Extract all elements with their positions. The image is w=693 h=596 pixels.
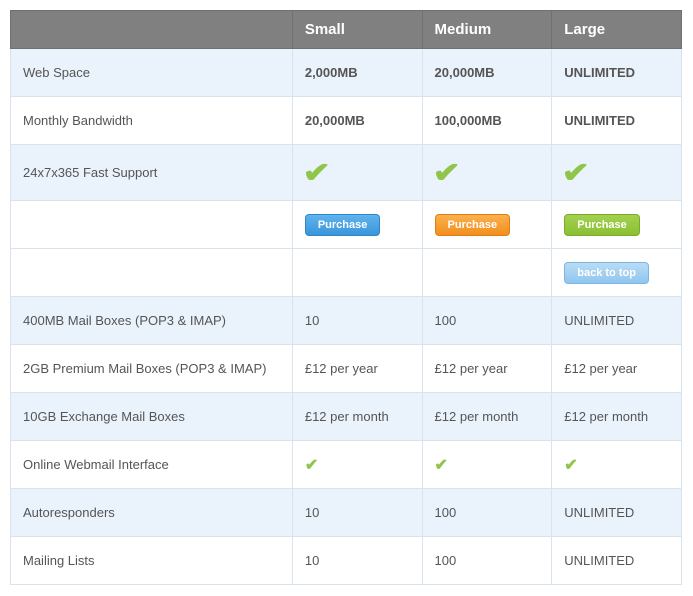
table-row: Web Space2,000MB20,000MBUNLIMITED — [11, 49, 682, 97]
feature-value: 100 — [422, 297, 552, 345]
empty-cell — [11, 201, 293, 249]
checkmark-icon: ✔ — [432, 156, 460, 189]
purchase-cell: Purchase — [292, 201, 422, 249]
feature-value: ✔ — [292, 441, 422, 489]
checkmark-icon: ✔ — [302, 156, 330, 189]
table-row: Monthly Bandwidth20,000MB100,000MBUNLIMI… — [11, 97, 682, 145]
feature-value: UNLIMITED — [552, 489, 682, 537]
empty-cell — [422, 249, 552, 297]
feature-value: 20,000MB — [292, 97, 422, 145]
feature-label: 400MB Mail Boxes (POP3 & IMAP) — [11, 297, 293, 345]
feature-label: Mailing Lists — [11, 537, 293, 585]
feature-value: 100,000MB — [422, 97, 552, 145]
feature-value: UNLIMITED — [552, 537, 682, 585]
header-plan-medium: Medium — [422, 11, 552, 49]
table-row: 2GB Premium Mail Boxes (POP3 & IMAP)£12 … — [11, 345, 682, 393]
feature-value: ✔ — [422, 441, 552, 489]
feature-label: Autoresponders — [11, 489, 293, 537]
checkmark-icon: ✔ — [564, 455, 577, 475]
feature-value: UNLIMITED — [552, 97, 682, 145]
feature-value: £12 per year — [422, 345, 552, 393]
pricing-table: Small Medium Large Web Space2,000MB20,00… — [10, 10, 682, 585]
feature-value: 10 — [292, 489, 422, 537]
header-row: Small Medium Large — [11, 11, 682, 49]
table-row: 24x7x365 Fast Support ✔ ✔ ✔ — [11, 145, 682, 201]
purchase-cell: Purchase — [552, 201, 682, 249]
purchase-button[interactable]: Purchase — [564, 214, 640, 236]
purchase-cell: Purchase — [422, 201, 552, 249]
feature-value: £12 per month — [422, 393, 552, 441]
header-empty — [11, 11, 293, 49]
table-row: Online Webmail Interface ✔ ✔ ✔ — [11, 441, 682, 489]
feature-value: £12 per month — [292, 393, 422, 441]
feature-value: £12 per month — [552, 393, 682, 441]
purchase-button[interactable]: Purchase — [305, 214, 381, 236]
checkmark-icon: ✔ — [305, 455, 318, 475]
table-row: 10GB Exchange Mail Boxes£12 per month£12… — [11, 393, 682, 441]
feature-value: ✔ — [552, 441, 682, 489]
feature-value: UNLIMITED — [552, 49, 682, 97]
purchase-row: Purchase Purchase Purchase — [11, 201, 682, 249]
back-to-top-row: back to top — [11, 249, 682, 297]
feature-value: 2,000MB — [292, 49, 422, 97]
feature-label: 10GB Exchange Mail Boxes — [11, 393, 293, 441]
feature-value: 100 — [422, 537, 552, 585]
back-to-top-button[interactable]: back to top — [564, 262, 649, 284]
feature-value: 10 — [292, 537, 422, 585]
empty-cell — [292, 249, 422, 297]
feature-value: ✔ — [422, 145, 552, 201]
empty-cell — [11, 249, 293, 297]
back-to-top-cell: back to top — [552, 249, 682, 297]
header-plan-large: Large — [552, 11, 682, 49]
feature-value: UNLIMITED — [552, 297, 682, 345]
feature-label: Monthly Bandwidth — [11, 97, 293, 145]
feature-label: Web Space — [11, 49, 293, 97]
feature-label: 24x7x365 Fast Support — [11, 145, 293, 201]
purchase-button[interactable]: Purchase — [435, 214, 511, 236]
feature-label: Online Webmail Interface — [11, 441, 293, 489]
header-plan-small: Small — [292, 11, 422, 49]
feature-label: 2GB Premium Mail Boxes (POP3 & IMAP) — [11, 345, 293, 393]
feature-value: £12 per year — [292, 345, 422, 393]
table-row: Autoresponders10100UNLIMITED — [11, 489, 682, 537]
feature-value: £12 per year — [552, 345, 682, 393]
table-row: 400MB Mail Boxes (POP3 & IMAP)10100UNLIM… — [11, 297, 682, 345]
table-row: Mailing Lists10100UNLIMITED — [11, 537, 682, 585]
checkmark-icon: ✔ — [435, 455, 448, 475]
feature-value: ✔ — [552, 145, 682, 201]
feature-value: ✔ — [292, 145, 422, 201]
checkmark-icon: ✔ — [562, 156, 590, 189]
feature-value: 10 — [292, 297, 422, 345]
feature-value: 20,000MB — [422, 49, 552, 97]
feature-value: 100 — [422, 489, 552, 537]
